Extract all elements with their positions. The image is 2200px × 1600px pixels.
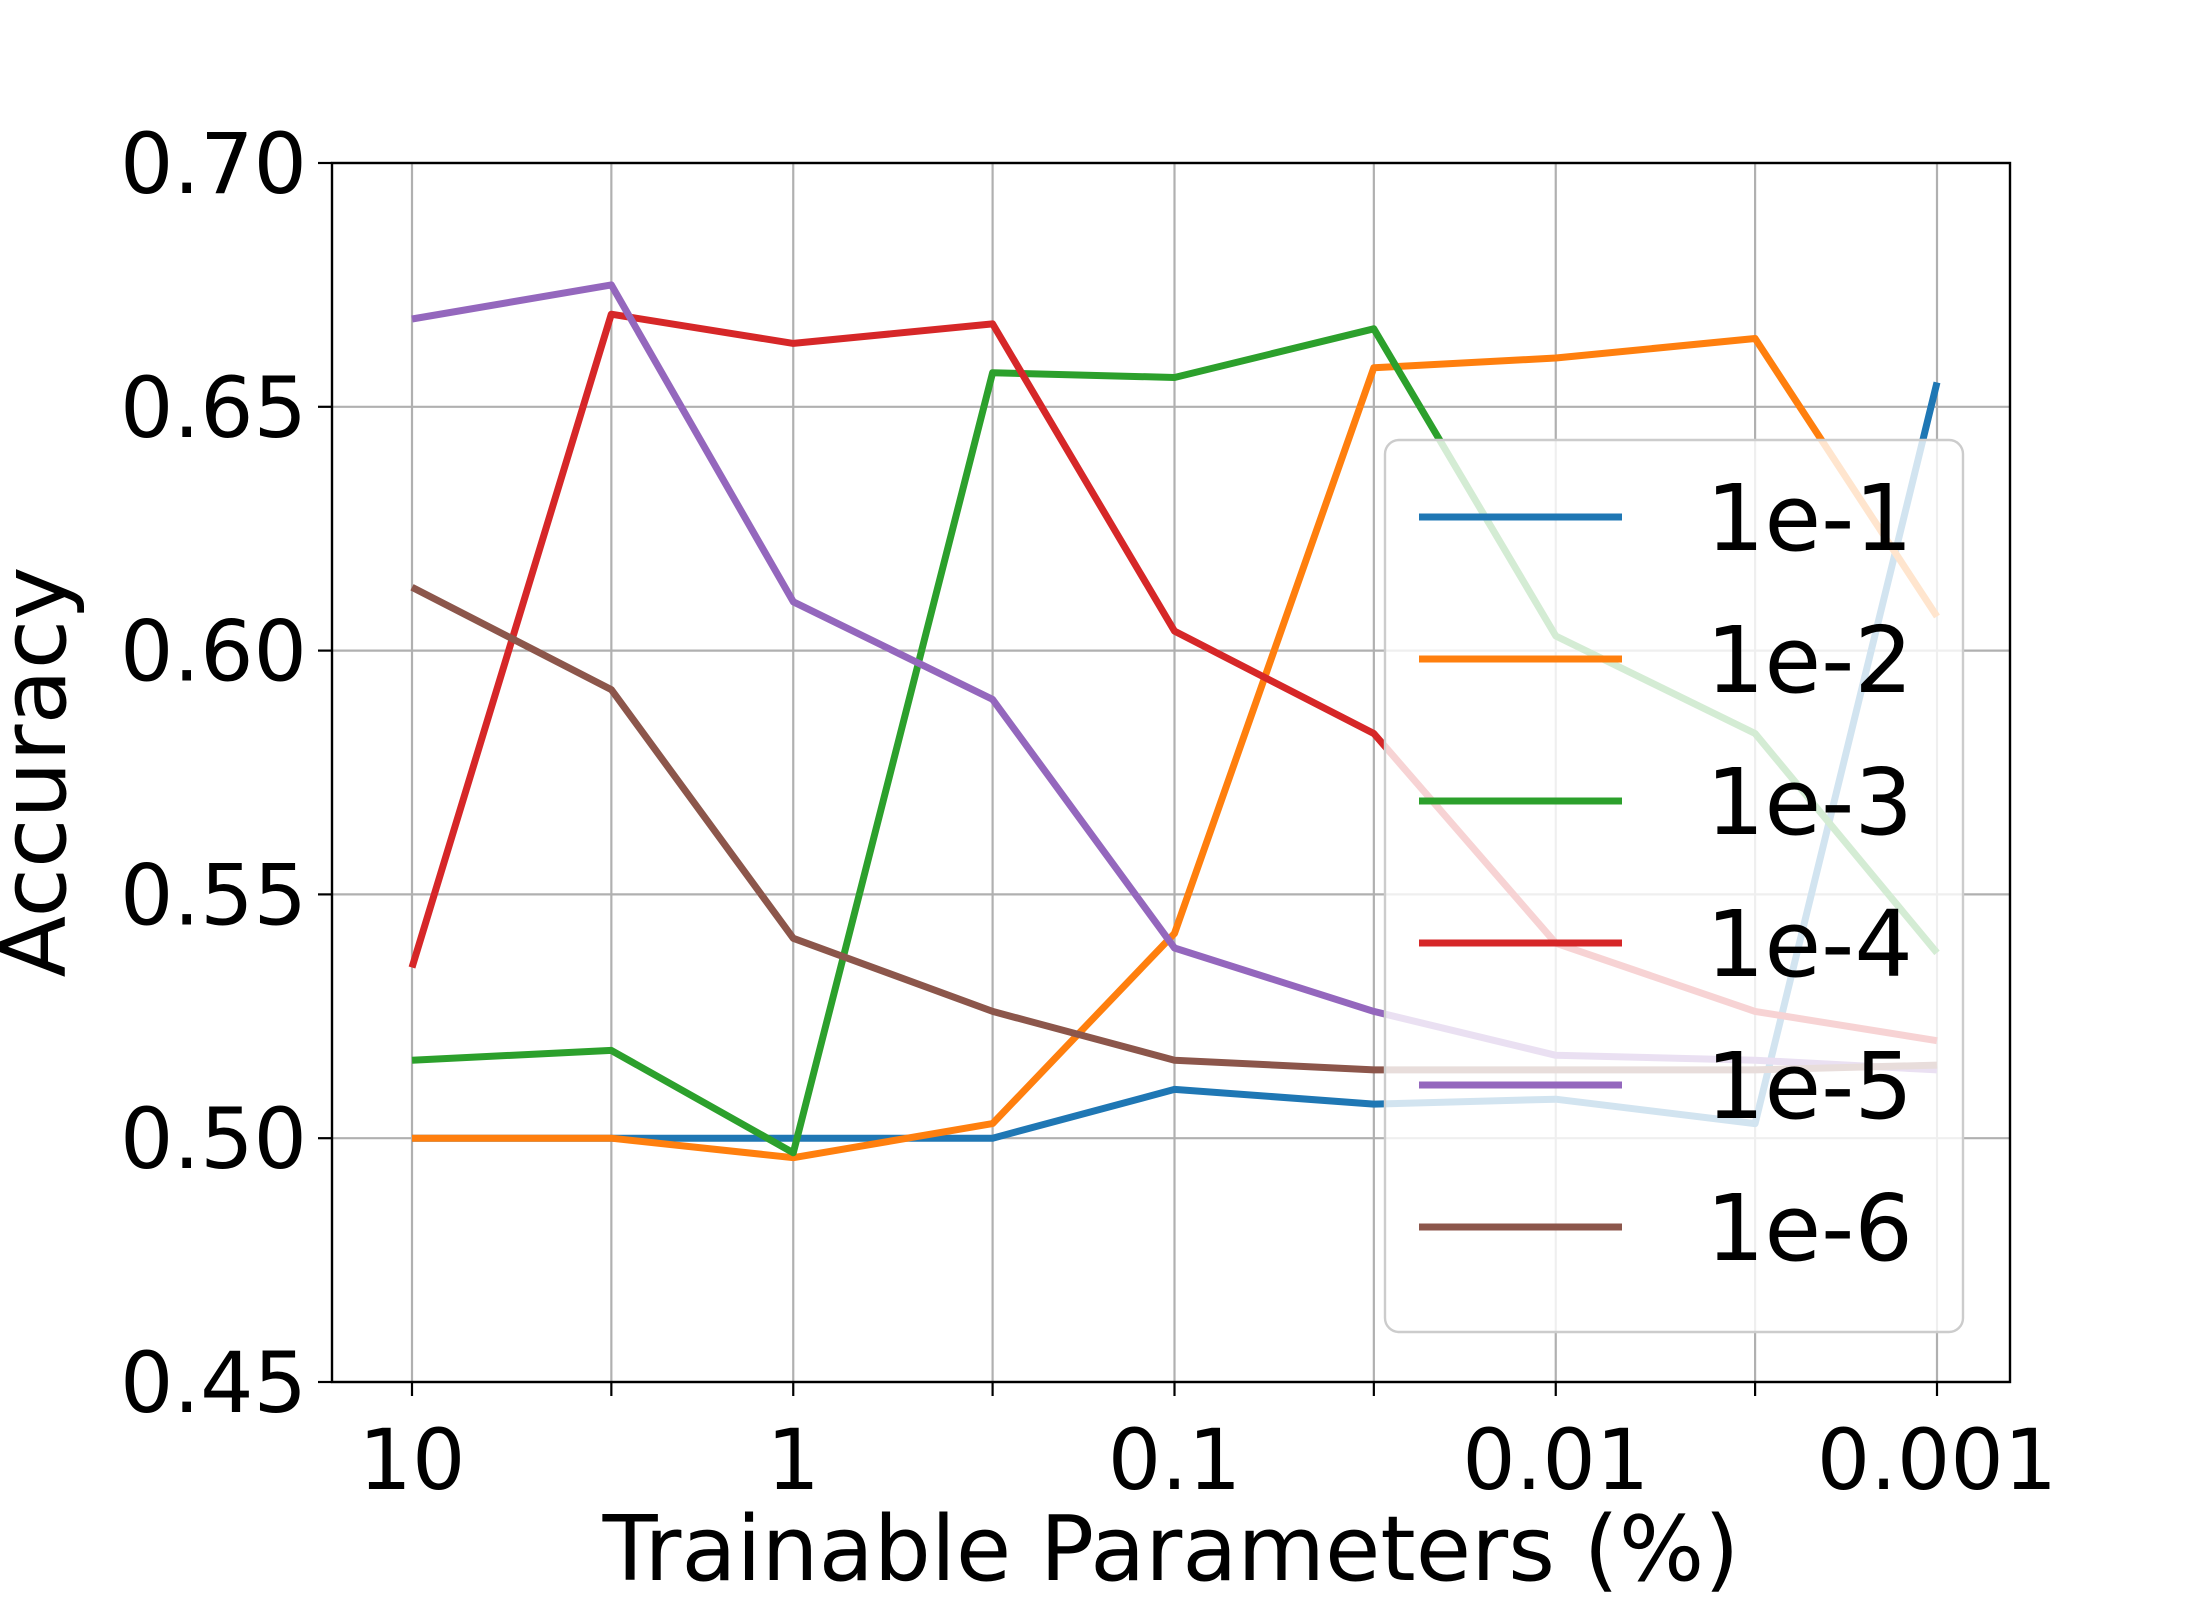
y-tick-label: 0.70 (120, 115, 307, 213)
y-tick-label: 0.60 (120, 603, 307, 701)
x-axis-title: Trainable Parameters (%) (602, 1497, 1740, 1600)
plot-frame (330, 161, 2012, 1384)
y-tick-label: 0.55 (120, 846, 307, 944)
legend-item: 1e-4 (1419, 891, 1913, 998)
legend-label: 1e-4 (1706, 891, 1913, 998)
y-tick-label: 0.65 (120, 359, 307, 457)
legend-label: 1e-6 (1706, 1175, 1913, 1282)
tick-labels: 10 1 0.1 0.01 0.001 0.45 0.50 0.55 0.60 0.65 0.70 (120, 115, 2057, 1509)
legend-item: 1e-1 (1419, 465, 1913, 572)
x-tick-label: 0.1 (1108, 1411, 1242, 1509)
legend: 1e-1 1e-2 1e-3 1e-4 1e-5 1e-6 (1383, 438, 1965, 1334)
axis-ticks (318, 161, 1939, 1396)
y-tick-label: 0.50 (120, 1090, 307, 1188)
y-tick-label: 0.45 (120, 1334, 307, 1432)
legend-label: 1e-5 (1706, 1033, 1913, 1140)
legend-label: 1e-1 (1706, 465, 1913, 572)
x-tick-label: 0.001 (1817, 1411, 2057, 1509)
series-line-1e-2 (412, 335, 1940, 1162)
legend-item: 1e-5 (1419, 1033, 1913, 1140)
legend-label: 1e-2 (1706, 607, 1913, 714)
legend-item: 1e-2 (1419, 607, 1913, 714)
x-tick-label: 1 (767, 1411, 820, 1509)
legend-item: 1e-3 (1419, 749, 1913, 856)
y-axis-title: Accuracy (0, 567, 87, 978)
x-tick-label: 10 (359, 1411, 466, 1509)
legend-box (1383, 438, 1965, 1334)
legend-item: 1e-6 (1419, 1175, 1913, 1282)
x-tick-label: 0.01 (1462, 1411, 1649, 1509)
legend-label: 1e-3 (1706, 749, 1913, 856)
